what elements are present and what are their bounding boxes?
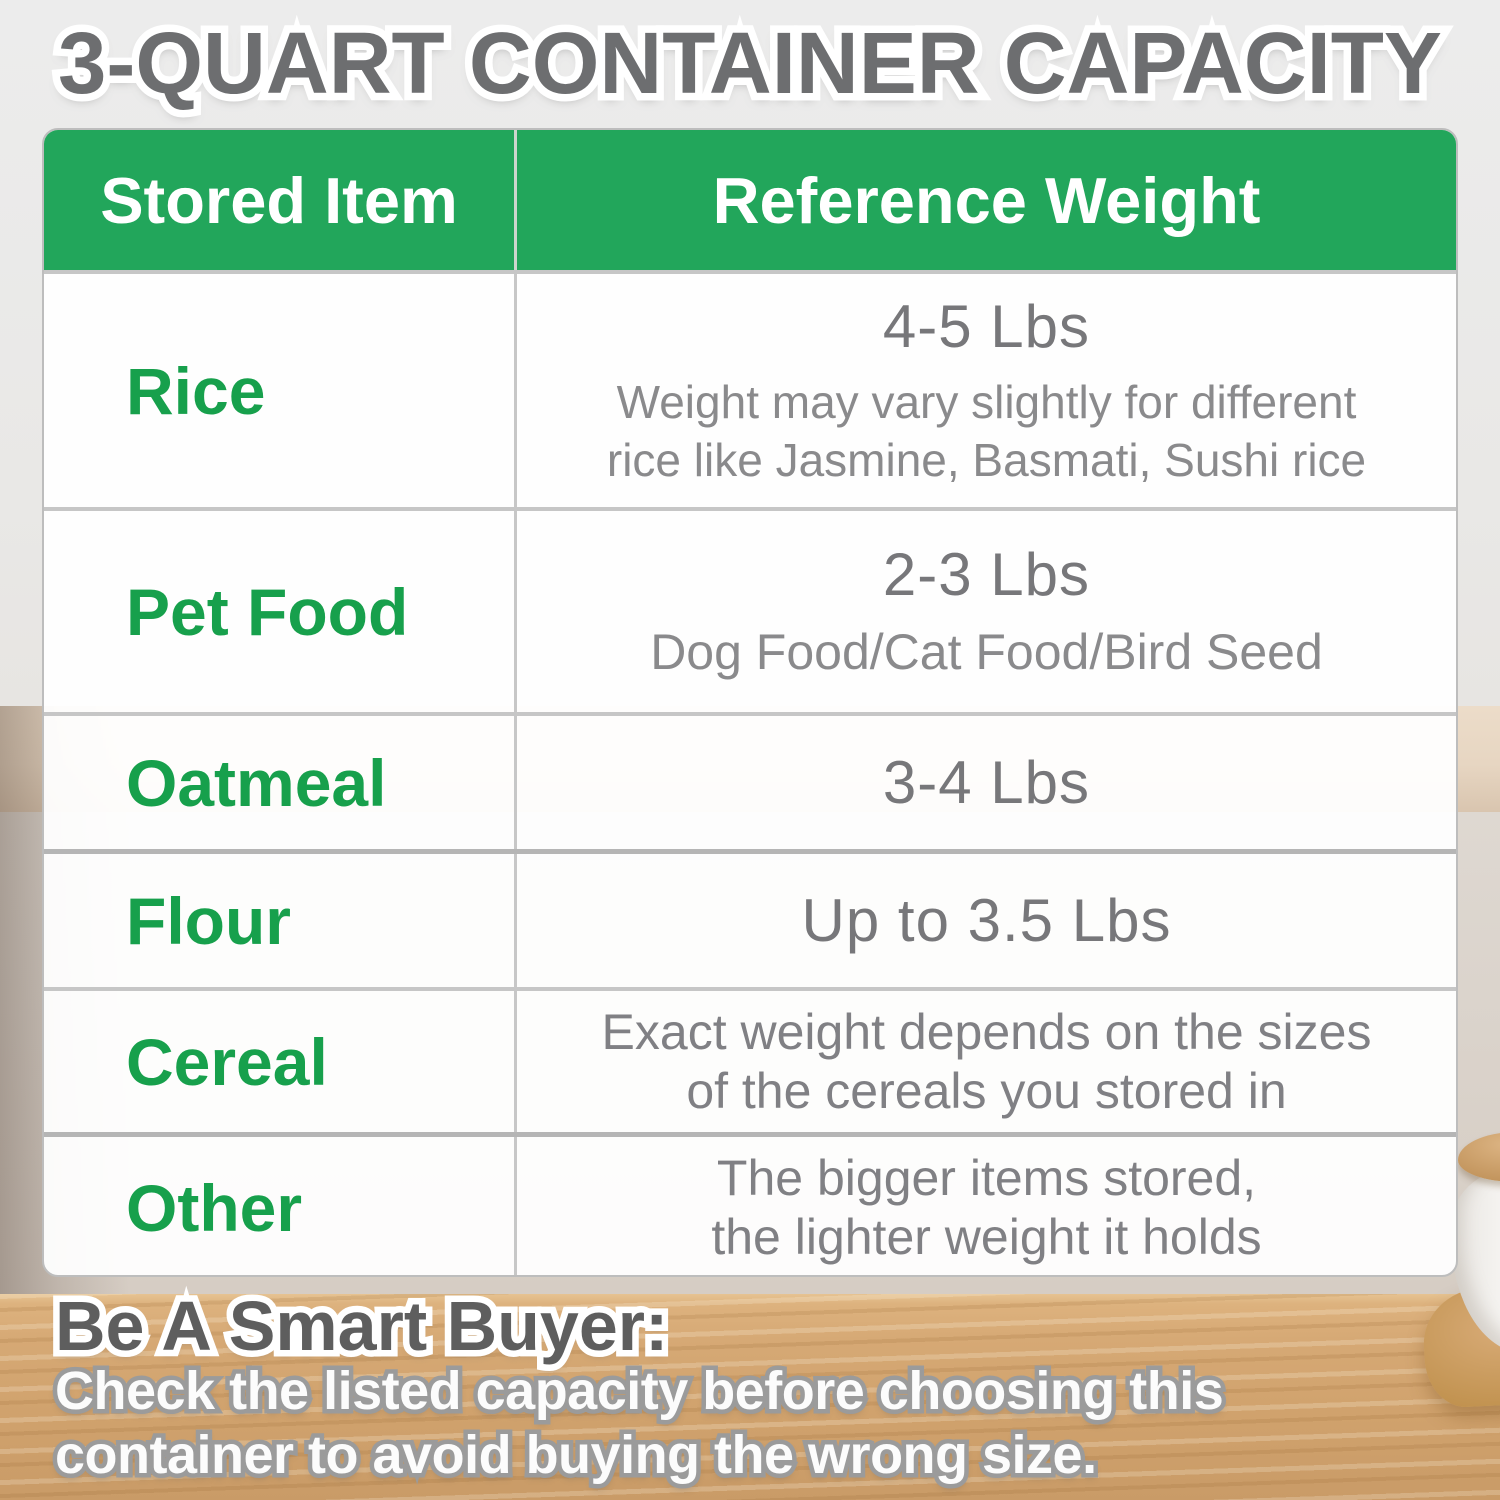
item-label: Other [126, 1171, 303, 1245]
table-header-stored-item: Stored Item [44, 130, 517, 270]
footer-note-line2: container to avoid buying the wrong size… [55, 1425, 1097, 1485]
item-value: 3-4 Lbs [882, 749, 1091, 816]
item-note: Dog Food/Cat Food/Bird Seed [650, 623, 1323, 680]
footer-note-line1: Check the listed capacity before choosin… [55, 1361, 1224, 1421]
footer-note: Check the listed capacity before choosin… [50, 1357, 1228, 1490]
item-label: Cereal [126, 1024, 328, 1099]
table-row: Rice 4-5 Lbs Weight may vary slightly fo… [44, 270, 1456, 507]
table-row: Cereal Exact weight depends on the sizes… [44, 987, 1456, 1132]
item-label: Oatmeal [126, 745, 387, 820]
item-label: Rice [126, 353, 266, 428]
wood-countertop [0, 1294, 1500, 1500]
table-row: Oatmeal 3-4 Lbs [44, 712, 1456, 849]
footer-heading-outline: Be A Smart Buyer: [48, 1281, 674, 1372]
item-note: The bigger items stored, the lighter weig… [711, 1150, 1262, 1265]
table-row: Flour Up to 3.5 Lbs [44, 849, 1456, 987]
table-header-row: Stored Item Reference Weight [44, 130, 1456, 270]
footer-heading: Be A Smart Buyer: Be A Smart Buyer: [48, 1281, 674, 1372]
item-note: Weight may vary slightly for different ri… [606, 375, 1367, 486]
page-title-outline: 3-QUART CONTAINER CAPACITY [51, 8, 1450, 120]
item-value: 4-5 Lbs [882, 292, 1091, 360]
item-label: Pet Food [126, 574, 409, 649]
capacity-table: Stored Item Reference Weight Rice 4-5 Lb… [42, 128, 1458, 1277]
page-title-text: 3-QUART CONTAINER CAPACITY [58, 15, 1442, 112]
table-body: Rice 4-5 Lbs Weight may vary slightly fo… [44, 270, 1456, 1275]
page-title: 3-QUART CONTAINER CAPACITY 3-QUART CONTA… [0, 8, 1500, 120]
footer-note-line2-outline: container to avoid buying the wrong size… [51, 1421, 1102, 1490]
item-value: 2-3 Lbs [882, 540, 1091, 608]
table-row: Pet Food 2-3 Lbs Dog Food/Cat Food/Bird … [44, 507, 1456, 712]
item-note: Exact weight depends on the sizes of the … [601, 1003, 1372, 1119]
footer-heading-text: Be A Smart Buyer: [55, 1287, 669, 1365]
footer-note-line1-outline: Check the listed capacity before choosin… [50, 1357, 1228, 1426]
item-label: Flour [126, 883, 291, 958]
item-value: Up to 3.5 Lbs [801, 887, 1172, 954]
table-row: Other The bigger items stored, the lighte… [44, 1132, 1456, 1275]
table-header-reference-weight: Reference Weight [712, 163, 1261, 237]
